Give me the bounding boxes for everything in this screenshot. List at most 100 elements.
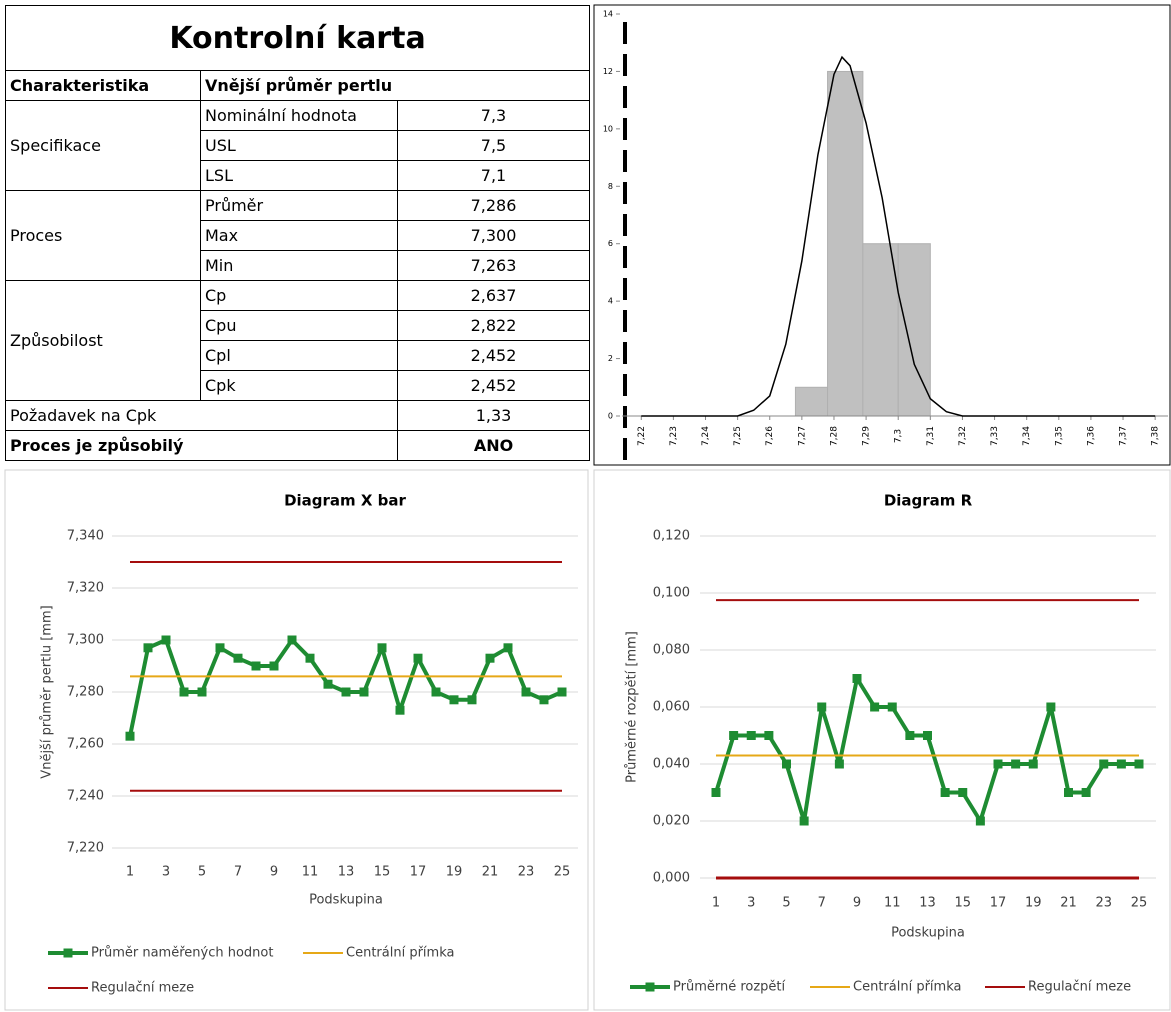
- y-tick-label: 10: [603, 124, 613, 133]
- x-tick-label: 7,23: [669, 426, 679, 446]
- table-row: Specifikace Nominální hodnota 7,3: [5, 100, 591, 191]
- data-point: [377, 643, 387, 653]
- x-tick-label: 7,29: [862, 426, 872, 446]
- param-name: Cpu: [200, 310, 398, 341]
- x-tick-label: 5: [782, 896, 790, 911]
- x-axis-title: Podskupina: [309, 893, 383, 908]
- histogram-bar: [794, 386, 829, 417]
- data-point: [940, 788, 950, 797]
- data-point: [305, 653, 315, 663]
- param-value: 7,263: [396, 250, 591, 281]
- data-point: [521, 687, 531, 697]
- group-label: Specifikace: [5, 100, 201, 191]
- param-value: 2,452: [396, 340, 591, 371]
- table-row: Cpl 2,452: [6, 340, 591, 371]
- x-tick-label: 7,32: [958, 426, 968, 446]
- y-tick-label: 4: [608, 297, 613, 306]
- x-tick-label: 1: [712, 896, 720, 911]
- y-tick-label: 7,240: [67, 789, 104, 804]
- control-table: Kontrolní karta Charakteristika Vnější prů…: [4, 5, 591, 461]
- footer-row: Proces je způsobilý ANO: [5, 430, 591, 461]
- histogram-bar: [862, 243, 899, 417]
- param-name: Max: [200, 220, 398, 251]
- footer-value: ANO: [396, 430, 591, 461]
- param-value: 7,5: [396, 130, 591, 161]
- table-row: USL 7,5: [6, 130, 591, 161]
- legend-label: Centrální přímka: [346, 946, 454, 961]
- data-point: [958, 788, 968, 797]
- legend-marker: [645, 982, 655, 992]
- x-tick-label: 1: [126, 865, 134, 880]
- y-tick-label: 0,040: [653, 757, 690, 772]
- table-row: Min 7,263: [6, 250, 591, 281]
- x-tick-label: 21: [482, 865, 499, 880]
- data-point: [485, 653, 495, 663]
- data-point: [287, 635, 297, 645]
- x-tick-label: 5: [198, 865, 206, 880]
- x-tick-label: 7,22: [637, 426, 647, 446]
- x-tick-label: 7,34: [1022, 426, 1032, 446]
- x-tick-label: 25: [1131, 896, 1148, 911]
- xbar-panel: [4, 469, 589, 1011]
- x-tick-label: 23: [518, 865, 535, 880]
- x-tick-label: 13: [919, 896, 936, 911]
- x-tick-label: 9: [853, 896, 861, 911]
- data-point: [215, 643, 225, 653]
- param-name: LSL: [200, 160, 398, 191]
- param-value: 2,452: [396, 370, 591, 401]
- x-tick-label: 11: [302, 865, 319, 880]
- data-point: [179, 687, 189, 697]
- x-tick-label: 7,37: [1119, 426, 1129, 446]
- table-row: Způsobilost Cp 2,637: [5, 280, 591, 401]
- data-point: [539, 695, 549, 705]
- legend-label: Průměrné rozpětí: [673, 980, 786, 995]
- histogram-panel: [593, 4, 1171, 466]
- data-point: [359, 687, 369, 697]
- table-row: Max 7,300: [6, 220, 591, 251]
- param-name: Průměr: [200, 190, 398, 221]
- table-row: Proces Průměr 7,286: [5, 190, 591, 281]
- header-cell: Charakteristika: [5, 70, 201, 101]
- data-point: [467, 695, 477, 705]
- data-point: [887, 702, 897, 712]
- x-tick-label: 7,24: [701, 426, 711, 446]
- legend-label: Regulační meze: [91, 981, 194, 996]
- x-tick-label: 7,26: [765, 426, 775, 446]
- param-value: 7,3: [396, 100, 591, 131]
- y-tick-label: 12: [603, 67, 613, 76]
- param-name: Cp: [200, 280, 398, 311]
- legend-marker: [63, 948, 73, 958]
- data-point: [1116, 759, 1126, 769]
- param-name: USL: [200, 130, 398, 161]
- x-tick-label: 15: [954, 896, 971, 911]
- x-tick-label: 7,27: [797, 426, 807, 446]
- x-tick-label: 19: [1025, 896, 1042, 911]
- x-tick-label: 7: [234, 865, 242, 880]
- r-panel: [593, 469, 1171, 1011]
- y-tick-label: 0,080: [653, 643, 690, 658]
- table-title: Kontrolní karta: [4, 5, 591, 71]
- data-point: [269, 661, 279, 671]
- table-row: Cpu 2,822: [6, 310, 591, 341]
- x-tick-label: 19: [446, 865, 463, 880]
- data-point: [1011, 759, 1021, 769]
- data-point: [1046, 702, 1056, 712]
- param-name: Cpk: [200, 370, 398, 401]
- legend-label: Průměr naměřených hodnot: [91, 946, 273, 961]
- y-tick-label: 0,100: [653, 586, 690, 601]
- x-tick-label: 7,31: [926, 426, 936, 446]
- x-tick-label: 7,35: [1054, 426, 1064, 446]
- data-point: [729, 731, 739, 740]
- header-row: Charakteristika Vnější průměr pertlu: [5, 70, 591, 101]
- y-tick-label: 0,060: [653, 700, 690, 715]
- x-tick-label: 7,25: [733, 426, 743, 446]
- data-point: [711, 788, 721, 797]
- y-tick-label: 0: [608, 412, 613, 421]
- data-point: [1028, 759, 1038, 769]
- data-point: [143, 643, 153, 653]
- data-point: [251, 661, 261, 671]
- x-tick-label: 7,33: [990, 426, 1000, 446]
- histogram-bar: [827, 70, 864, 417]
